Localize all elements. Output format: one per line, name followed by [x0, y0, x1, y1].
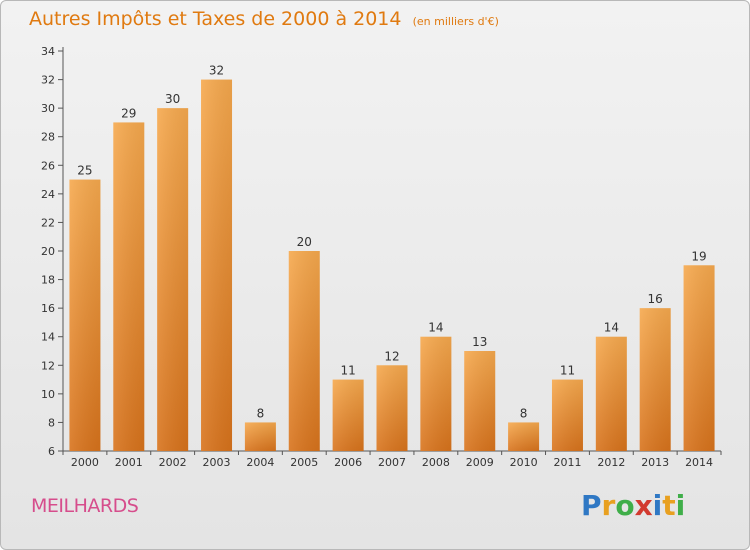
x-tick-label: 2009: [466, 456, 494, 469]
bar-shade: [69, 179, 101, 452]
bar-shade: [288, 251, 320, 451]
data-label: 25: [77, 164, 92, 178]
x-tick-label: 2013: [641, 456, 669, 469]
y-tick-label: 6: [48, 445, 55, 458]
y-tick-label: 22: [41, 216, 55, 229]
x-tick-label: 2004: [246, 456, 274, 469]
commune-name: MEILHARDS: [31, 495, 139, 517]
x-tick-label: 2003: [203, 456, 231, 469]
bar-shade: [551, 379, 583, 451]
logo-letter: o: [615, 489, 635, 522]
bar-shade: [508, 422, 540, 451]
bar-shade: [244, 422, 276, 451]
data-label: 16: [648, 292, 663, 306]
y-tick-label: 18: [41, 274, 55, 287]
data-label: 20: [297, 235, 312, 249]
title-row: Autres Impôts et Taxes de 2000 à 2014 (e…: [29, 8, 499, 30]
x-tick-label: 2010: [510, 456, 538, 469]
x-tick-label: 2007: [378, 456, 406, 469]
data-label: 8: [257, 406, 265, 420]
data-label: 32: [209, 64, 224, 78]
bar-shade: [332, 379, 364, 451]
data-label: 29: [121, 106, 136, 120]
chart-subtitle: (en milliers d'€): [412, 15, 499, 28]
bar-shade: [376, 365, 408, 451]
y-tick-label: 12: [41, 359, 55, 372]
x-tick-label: 2012: [597, 456, 625, 469]
y-tick-label: 28: [41, 131, 55, 144]
x-tick-label: 2000: [71, 456, 99, 469]
logo-letter: P: [581, 489, 602, 522]
data-label: 19: [691, 249, 706, 263]
x-tick-label: 2011: [553, 456, 581, 469]
proxiti-logo[interactable]: Proxiti: [581, 489, 685, 522]
y-tick-label: 20: [41, 245, 55, 258]
x-tick-label: 2002: [159, 456, 187, 469]
x-tick-label: 2006: [334, 456, 362, 469]
data-label: 12: [384, 349, 399, 363]
logo-letter: i: [675, 489, 686, 522]
data-label: 11: [560, 364, 575, 378]
data-label: 11: [340, 364, 355, 378]
bar-shade: [464, 351, 496, 451]
y-tick-label: 14: [41, 331, 55, 344]
bar-shade: [157, 108, 189, 452]
x-tick-label: 2014: [685, 456, 713, 469]
y-tick-label: 16: [41, 302, 55, 315]
data-label: 14: [428, 321, 443, 335]
x-tick-label: 2008: [422, 456, 450, 469]
y-tick-label: 30: [41, 102, 55, 115]
chart-title: Autres Impôts et Taxes de 2000 à 2014: [29, 8, 402, 30]
x-tick-label: 2001: [115, 456, 143, 469]
bar-shade: [113, 122, 145, 451]
bar-shade: [683, 265, 715, 451]
x-tick-label: 2005: [290, 456, 318, 469]
data-label: 8: [520, 406, 528, 420]
logo-letter: i: [652, 489, 663, 522]
chart-bars: [69, 79, 715, 452]
bar-shade: [595, 336, 627, 451]
bar-shade: [420, 336, 452, 451]
bar-shade: [201, 79, 233, 452]
data-label: 14: [604, 321, 619, 335]
y-tick-label: 8: [48, 416, 55, 429]
logo-letter: r: [601, 489, 616, 522]
y-tick-label: 26: [41, 159, 55, 172]
chart-data-labels: 25 29 30 32 8 20 11 12 14 13 8 11 14 16 19: [77, 64, 706, 421]
bar-shade: [639, 308, 671, 451]
logo-letter: x: [634, 489, 653, 522]
y-tick-label: 24: [41, 188, 55, 201]
y-tick-label: 34: [41, 45, 55, 58]
data-label: 13: [472, 335, 487, 349]
y-tick-label: 32: [41, 74, 55, 87]
y-tick-label: 10: [41, 388, 55, 401]
logo-letter: t: [662, 489, 676, 522]
data-label: 30: [165, 92, 180, 106]
